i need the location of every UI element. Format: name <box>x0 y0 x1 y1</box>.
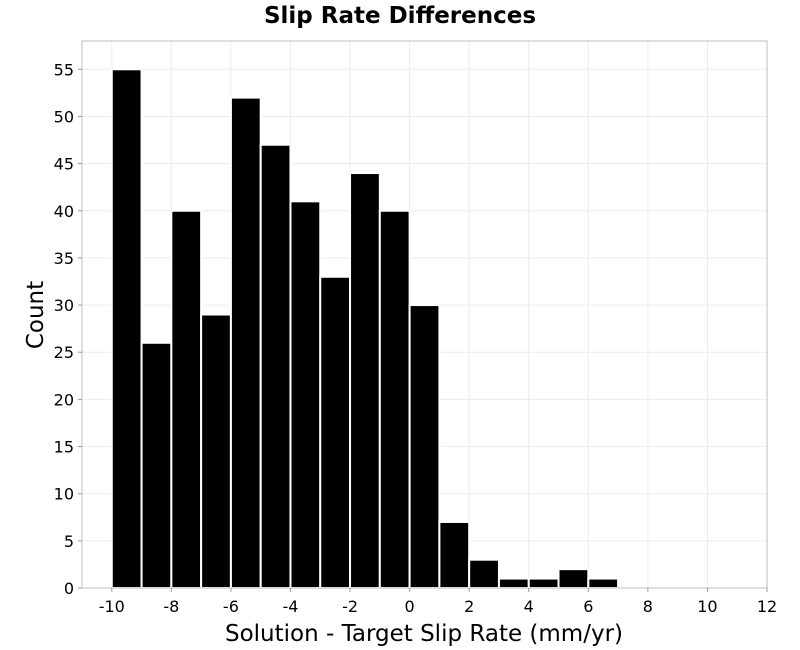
histogram-bar <box>319 275 352 589</box>
histogram-bar <box>229 96 262 589</box>
y-axis-label: Count <box>23 281 49 349</box>
histogram-bars <box>110 68 620 590</box>
histogram-bar <box>289 200 322 590</box>
chart-title: Slip Rate Differences <box>264 3 536 29</box>
y-tick-label: 10 <box>54 485 74 504</box>
histogram-bar <box>259 143 292 589</box>
y-tick-label: 25 <box>54 343 74 362</box>
x-tick-label: 12 <box>757 597 777 616</box>
histogram-bar <box>200 313 232 589</box>
x-tick-label: 6 <box>583 597 593 616</box>
y-axis-ticks: 0 5 10 15 20 25 30 35 40 45 50 55 <box>54 60 82 598</box>
histogram-bar <box>497 577 530 590</box>
x-axis-ticks: -10 -8 -6 -4 -2 0 2 4 6 8 10 12 <box>99 588 777 616</box>
y-tick-label: 35 <box>54 249 74 268</box>
x-tick-label: 4 <box>524 597 534 616</box>
histogram-bar <box>408 304 441 589</box>
x-tick-label: -10 <box>99 597 125 616</box>
y-tick-label: 15 <box>54 438 74 457</box>
y-tick-label: 45 <box>54 155 74 174</box>
y-tick-label: 0 <box>64 579 74 598</box>
x-tick-label: 8 <box>643 597 653 616</box>
plot-frame <box>81 40 768 589</box>
y-tick-label: 55 <box>54 60 74 79</box>
x-tick-label: 2 <box>464 597 474 616</box>
histogram-bar <box>557 568 590 590</box>
histogram-bar <box>140 341 173 589</box>
x-tick-label: 0 <box>405 597 415 616</box>
histogram-bar <box>468 558 500 590</box>
histogram-bar <box>527 577 560 590</box>
y-tick-label: 50 <box>54 107 74 126</box>
x-axis-label: Solution - Target Slip Rate (mm/yr) <box>225 621 623 647</box>
histogram-bar <box>349 172 381 589</box>
histogram-bar <box>587 577 620 590</box>
histogram-bar <box>110 68 143 590</box>
x-tick-label: -8 <box>163 597 179 616</box>
y-tick-label: 20 <box>54 390 74 409</box>
x-tick-label: -4 <box>283 597 299 616</box>
y-tick-label: 5 <box>64 532 74 551</box>
x-tick-label: -2 <box>342 597 358 616</box>
histogram-bar <box>438 520 471 590</box>
histogram-bar <box>378 209 411 590</box>
y-tick-label: 30 <box>54 296 74 315</box>
x-tick-label: 10 <box>697 597 717 616</box>
y-tick-label: 40 <box>54 202 74 221</box>
x-tick-label: -6 <box>223 597 239 616</box>
histogram-bar <box>170 209 203 590</box>
